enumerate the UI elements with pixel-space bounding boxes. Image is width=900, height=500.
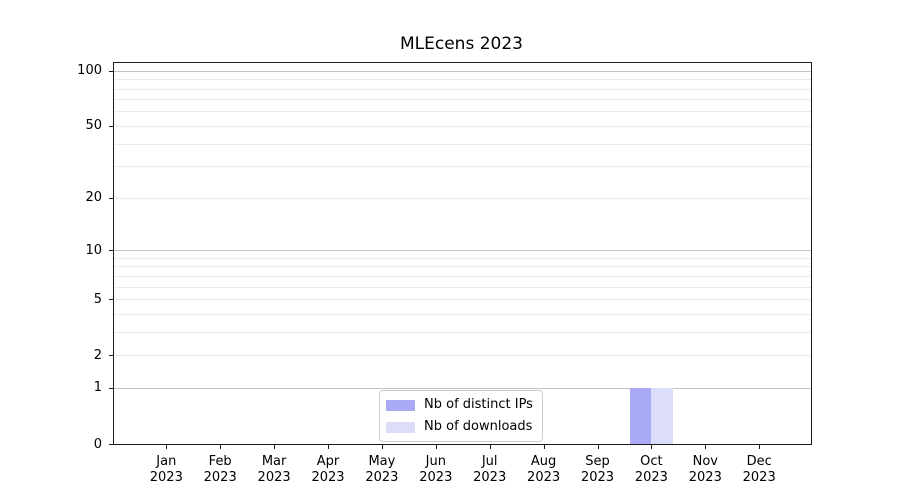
- y-tick-label: 1: [93, 380, 102, 396]
- gridline-minor: [114, 88, 811, 90]
- downloads-swatch-icon: [386, 421, 415, 433]
- x-tick-label-year: 2023: [311, 469, 345, 485]
- x-tick-label: Jul 2023: [460, 454, 520, 485]
- gridline-minor: [114, 125, 811, 127]
- x-tick: [543, 445, 545, 449]
- y-tick: [109, 70, 113, 72]
- x-tick-label-year: 2023: [365, 469, 399, 485]
- gridline-minor: [114, 355, 811, 357]
- x-tick-label: Feb 2023: [190, 454, 250, 485]
- x-tick-label: Oct 2023: [621, 454, 681, 485]
- x-tick-label-year: 2023: [580, 469, 615, 485]
- x-tick-label: Aug 2023: [514, 454, 574, 485]
- gridline-minor: [114, 266, 811, 268]
- x-tick: [274, 445, 276, 449]
- x-tick-label-year: 2023: [634, 469, 668, 485]
- y-tick-label: 2: [93, 347, 102, 363]
- x-tick: [166, 445, 168, 449]
- gridline-minor: [114, 197, 811, 199]
- x-tick: [381, 445, 383, 449]
- x-tick-label-year: 2023: [527, 469, 561, 485]
- legend: Nb of distinct IPs Nb of downloads: [379, 390, 543, 442]
- gridline-major: [114, 387, 811, 389]
- plot-area: [113, 62, 812, 445]
- x-tick-label-year: 2023: [203, 469, 237, 485]
- gridline-minor: [114, 79, 811, 81]
- y-tick: [109, 387, 113, 389]
- y-tick: [109, 355, 113, 357]
- gridline-minor: [114, 299, 811, 300]
- x-tick: [328, 445, 329, 449]
- y-tick: [109, 125, 113, 127]
- x-tick: [705, 445, 707, 449]
- x-tick: [489, 445, 491, 449]
- x-tick-label: Jan 2023: [136, 454, 196, 485]
- y-tick-label: 20: [85, 190, 102, 206]
- gridline-minor: [114, 257, 811, 259]
- x-tick-label-year: 2023: [149, 469, 183, 485]
- x-tick: [759, 445, 761, 449]
- x-tick-label: Jun 2023: [406, 454, 466, 485]
- x-tick: [597, 445, 599, 449]
- x-tick-label-year: 2023: [742, 469, 776, 485]
- y-tick-label: 100: [77, 63, 102, 79]
- y-tick-label: 50: [85, 118, 102, 134]
- x-tick-label: Sep 2023: [568, 454, 628, 485]
- y-tick-label: 0: [93, 436, 102, 452]
- x-tick-label-year: 2023: [473, 469, 507, 485]
- gridline-minor: [114, 143, 811, 145]
- gridline-major: [114, 250, 811, 251]
- gridline-minor: [114, 286, 811, 288]
- x-tick-label: May 2023: [352, 454, 412, 485]
- gridline-major: [114, 70, 811, 72]
- y-tick: [109, 197, 113, 199]
- x-tick: [651, 445, 653, 449]
- legend-item-distinct-ips: Nb of distinct IPs: [386, 398, 533, 412]
- y-tick: [109, 250, 113, 251]
- gridline-minor: [114, 331, 811, 333]
- legend-label: Nb of downloads: [424, 419, 533, 434]
- x-tick: [435, 445, 437, 449]
- x-tick: [220, 445, 222, 449]
- y-tick-label: 5: [93, 291, 102, 307]
- x-tick-label-year: 2023: [257, 469, 291, 485]
- gridline-minor: [114, 166, 811, 168]
- bar-downloads: [651, 387, 673, 444]
- x-tick-label-year: 2023: [419, 469, 453, 485]
- x-tick-label-year: 2023: [688, 469, 722, 485]
- distinct-ips-swatch-icon: [386, 399, 415, 411]
- y-tick-label: 10: [85, 242, 102, 258]
- x-tick-label: Dec 2023: [729, 454, 789, 485]
- x-tick-label: Nov 2023: [675, 454, 735, 485]
- x-tick-label: Mar 2023: [244, 454, 304, 485]
- gridline-minor: [114, 111, 811, 113]
- chart-title: MLEcens 2023: [400, 34, 523, 54]
- y-tick: [109, 299, 113, 300]
- gridline-minor: [114, 313, 811, 315]
- x-tick-label: Apr 2023: [298, 454, 358, 485]
- legend-item-downloads: Nb of downloads: [386, 420, 533, 434]
- gridline-minor: [114, 99, 811, 101]
- y-tick: [109, 444, 113, 445]
- legend-label: Nb of distinct IPs: [424, 397, 533, 412]
- bar-distinct-ips: [629, 387, 652, 444]
- gridline-minor: [114, 275, 811, 277]
